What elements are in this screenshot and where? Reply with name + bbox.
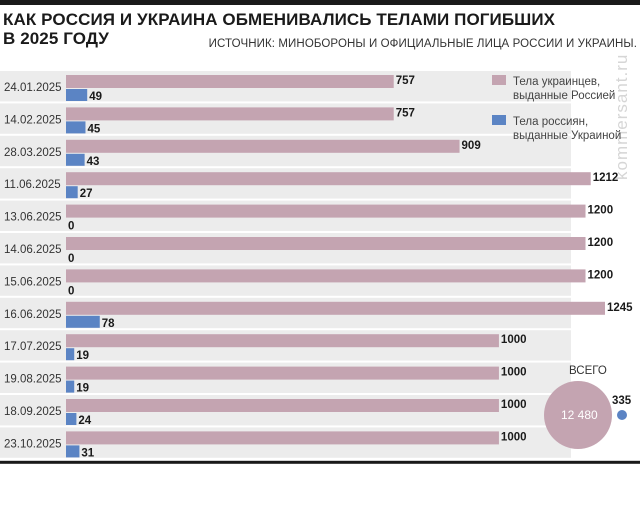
value-label-ukraine: 1200 <box>588 237 614 249</box>
legend-swatch-russia <box>492 115 506 125</box>
total-russia-circle <box>617 410 627 420</box>
chart-row: 13.06.2025 1200 0 <box>0 200 614 233</box>
bar-russia <box>66 380 75 393</box>
value-label-russia: 78 <box>102 318 115 330</box>
bar-ukraine <box>66 334 499 348</box>
chart-row: 17.07.2025 1000 19 <box>0 330 571 362</box>
date-label: 11.06.2025 <box>4 179 61 191</box>
date-label: 23.10.2025 <box>4 438 62 450</box>
chart-row: 19.08.2025 1000 19 <box>0 362 571 395</box>
bar-ukraine <box>66 237 586 250</box>
bar-ukraine <box>66 269 586 283</box>
legend: Тела украинцев, выданные Россией Тела ро… <box>492 75 621 142</box>
date-label: 28.03.2025 <box>4 147 62 159</box>
chart-row: 24.01.2025 757 49 <box>0 71 571 103</box>
bar-ukraine <box>66 366 499 380</box>
bar-russia <box>66 445 80 458</box>
bar-russia <box>66 121 86 134</box>
value-label-russia: 0 <box>68 285 74 297</box>
value-label-russia: 19 <box>76 350 89 362</box>
chart-row: 14.06.2025 1200 0 <box>0 233 613 265</box>
legend-label-russia-line2: выданные Украиной <box>513 130 621 142</box>
value-label-ukraine: 1000 <box>501 431 527 443</box>
date-label: 24.01.2025 <box>4 82 62 94</box>
chart-row: 14.02.2025 757 45 <box>0 103 571 135</box>
date-label: 19.08.2025 <box>4 374 62 386</box>
value-label-ukraine: 757 <box>396 107 415 119</box>
chart-row: 16.06.2025 1245 78 <box>0 297 633 330</box>
legend-label-ukraine-line1: Тела украинцев, <box>513 76 600 88</box>
value-label-ukraine: 909 <box>462 140 481 152</box>
totals-heading: ВСЕГО <box>569 365 607 377</box>
value-label-russia: 0 <box>68 253 74 265</box>
bar-russia <box>66 89 88 101</box>
bar-russia <box>66 413 77 425</box>
value-label-russia: 45 <box>87 123 100 135</box>
value-label-russia: 27 <box>80 188 93 200</box>
bar-ukraine <box>66 301 605 315</box>
top-rule <box>0 0 640 5</box>
chart-row: 18.09.2025 1000 24 <box>0 395 571 427</box>
date-label: 14.06.2025 <box>4 244 62 256</box>
chart-rows: 24.01.20257574914.02.20257574528.03.2025… <box>0 71 640 464</box>
totals: ВСЕГО 12 480 335 <box>544 365 632 449</box>
date-label: 15.06.2025 <box>4 276 62 288</box>
bar-russia <box>66 153 85 166</box>
value-label-russia: 0 <box>68 221 74 233</box>
value-label-russia: 19 <box>76 383 89 395</box>
bar-ukraine <box>66 204 586 218</box>
legend-label-russia-line1: Тела россиян, <box>513 116 588 128</box>
value-label-russia: 24 <box>78 415 91 427</box>
bar-russia <box>66 348 75 361</box>
value-label-ukraine: 1245 <box>607 302 633 314</box>
legend-swatch-ukraine <box>492 75 506 85</box>
bottom-rule <box>0 460 640 464</box>
total-ukraine-circle <box>544 381 612 449</box>
chart-row: 15.06.2025 1200 0 <box>0 265 613 297</box>
bar-ukraine <box>66 107 394 121</box>
chart-row: 23.10.2025 1000 31 <box>0 427 571 459</box>
total-russia-value: 335 <box>612 395 632 407</box>
chart-row: 28.03.2025 909 43 <box>0 135 571 168</box>
date-label: 14.02.2025 <box>4 114 62 126</box>
bar-russia <box>66 315 100 328</box>
bar-ukraine <box>66 75 394 88</box>
chart-row: 11.06.2025 1212 27 <box>0 168 618 200</box>
total-ukraine-value: 12 480 <box>561 408 598 422</box>
value-label-ukraine: 1000 <box>501 334 527 346</box>
bar-ukraine <box>66 431 499 445</box>
date-label: 16.06.2025 <box>4 309 62 321</box>
date-label: 13.06.2025 <box>4 212 62 224</box>
value-label-russia: 43 <box>87 156 100 168</box>
bar-ukraine <box>66 399 499 412</box>
value-label-ukraine: 1212 <box>593 172 619 184</box>
date-label: 18.09.2025 <box>4 406 62 418</box>
legend-label-ukraine-line2: выданные Россией <box>513 90 615 102</box>
value-label-ukraine: 1000 <box>501 367 527 379</box>
value-label-ukraine: 757 <box>396 75 415 87</box>
value-label-ukraine: 1200 <box>588 205 614 217</box>
date-label: 17.07.2025 <box>4 341 62 353</box>
value-label-ukraine: 1200 <box>588 269 614 281</box>
bar-ukraine <box>66 172 591 186</box>
bar-russia <box>66 186 78 199</box>
value-label-russia: 49 <box>89 91 102 103</box>
value-label-ukraine: 1000 <box>501 399 527 411</box>
bar-ukraine <box>66 139 460 153</box>
value-label-russia: 31 <box>81 447 94 459</box>
chart-title: КАК РОССИЯ И УКРАИНА ОБМЕНИВАЛИСЬ ТЕЛАМИ… <box>3 10 556 48</box>
source-note: ИСТОЧНИК: МИНОБОРОНЫ И ОФИЦИАЛЬНЫЕ ЛИЦА … <box>208 38 637 50</box>
